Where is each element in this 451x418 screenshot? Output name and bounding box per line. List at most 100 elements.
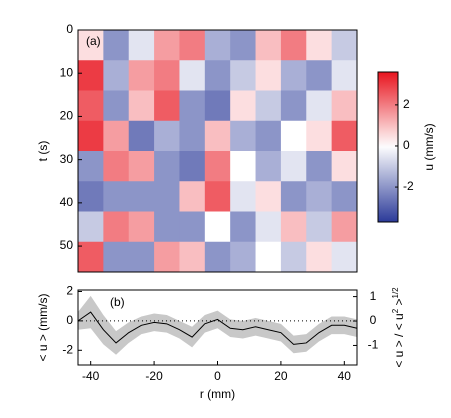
heat-cell xyxy=(255,90,282,122)
heat-cell xyxy=(280,181,307,212)
heat-cell xyxy=(255,151,282,182)
y-tick-label: 10 xyxy=(60,65,74,79)
y-tick-label: -2 xyxy=(62,342,73,356)
heat-cell xyxy=(230,120,257,152)
heat-cell xyxy=(78,241,104,273)
heat-cell xyxy=(331,241,358,273)
heat-cell xyxy=(103,60,130,91)
colorbar-tick-label: 2 xyxy=(403,97,410,111)
heat-cell xyxy=(78,60,104,91)
y-tick-label: 0 xyxy=(66,22,73,36)
heat-cell xyxy=(128,60,155,91)
heat-cell xyxy=(230,151,257,182)
colorbar xyxy=(377,71,399,223)
heat-cell xyxy=(230,181,257,212)
heat-cell xyxy=(179,60,206,91)
heat-cell xyxy=(331,60,358,91)
heat-cell xyxy=(78,211,104,243)
heat-cell xyxy=(204,181,231,212)
heat-cell xyxy=(179,90,206,122)
heat-cell xyxy=(128,90,155,122)
heat-cell xyxy=(306,120,333,152)
heat-cell xyxy=(255,30,282,61)
heat-cell xyxy=(280,90,307,122)
colorbar-tick-label: -2 xyxy=(403,179,414,193)
heat-cell xyxy=(331,30,358,61)
heat-cell xyxy=(154,211,180,243)
heat-cell xyxy=(154,151,180,182)
y2-label-part: 2 xyxy=(391,308,400,313)
heat-cell xyxy=(78,30,104,61)
y-tick-label: 20 xyxy=(60,109,74,123)
heat-cell xyxy=(179,181,206,212)
heat-cell xyxy=(204,151,231,182)
x-tick-label: -20 xyxy=(145,369,163,383)
heat-cell xyxy=(78,181,104,212)
heat-cell xyxy=(204,30,231,61)
heat-cell xyxy=(78,151,104,182)
heat-cell xyxy=(306,181,333,212)
heat-cell xyxy=(230,60,257,91)
heat-cell xyxy=(128,30,155,61)
heat-cell xyxy=(78,120,104,152)
heat-cell xyxy=(255,211,282,243)
heat-cell xyxy=(179,211,206,243)
heat-cell xyxy=(306,30,333,61)
heat-cell xyxy=(280,60,307,91)
heat-cell xyxy=(128,241,155,273)
heat-cell xyxy=(280,120,307,152)
heat-cell xyxy=(331,151,358,182)
heat-cell xyxy=(306,241,333,273)
heat-cell xyxy=(331,211,358,243)
heat-cell xyxy=(179,241,206,273)
heat-cell xyxy=(331,181,358,212)
heat-cell xyxy=(154,30,180,61)
heat-cell xyxy=(154,181,180,212)
heat-cell xyxy=(204,241,231,273)
heat-cell xyxy=(230,30,257,61)
heat-cell xyxy=(179,30,206,61)
x-tick-label: -40 xyxy=(82,369,100,383)
heat-cell xyxy=(331,120,358,152)
panel-label: (a) xyxy=(86,34,101,48)
y2-tick-label: -1 xyxy=(368,338,379,352)
heat-cell xyxy=(128,181,155,212)
heat-cell xyxy=(230,90,257,122)
heat-cell xyxy=(331,90,358,122)
heat-cell xyxy=(306,151,333,182)
y2-axis-label: < u > / < u2 >1/2 xyxy=(391,287,407,368)
heat-cell xyxy=(204,211,231,243)
colorbar-tick-label: 0 xyxy=(403,138,410,152)
x-tick-label: 20 xyxy=(274,369,288,383)
heat-cell xyxy=(103,181,130,212)
heat-cell xyxy=(154,120,180,152)
heat-cell xyxy=(255,181,282,212)
heat-cell xyxy=(204,90,231,122)
heat-cell xyxy=(103,120,130,152)
heat-cell xyxy=(103,90,130,122)
heat-cell xyxy=(306,60,333,91)
y-tick-label: 30 xyxy=(60,152,74,166)
mean-line xyxy=(77,311,358,345)
heat-cell xyxy=(103,30,130,61)
heat-cell xyxy=(179,151,206,182)
heat-cell xyxy=(280,151,307,182)
error-band xyxy=(78,295,357,355)
heat-cell xyxy=(103,241,130,273)
x-axis-label: r (mm) xyxy=(200,387,235,401)
colorbar-label: u (mm/s) xyxy=(422,123,436,170)
y-axis-label: t (s) xyxy=(36,141,50,162)
heat-cell xyxy=(154,241,180,273)
y-tick-label: 0 xyxy=(66,313,73,327)
heat-cell xyxy=(255,60,282,91)
heat-cell xyxy=(306,90,333,122)
heat-cell xyxy=(280,211,307,243)
y2-label-part: < u > / < u xyxy=(392,313,406,367)
x-tick-label: 0 xyxy=(214,369,221,383)
heat-cell xyxy=(255,120,282,152)
heat-cell xyxy=(78,90,104,122)
heat-cell xyxy=(204,120,231,152)
heat-cell xyxy=(230,211,257,243)
heat-cell xyxy=(154,60,180,91)
